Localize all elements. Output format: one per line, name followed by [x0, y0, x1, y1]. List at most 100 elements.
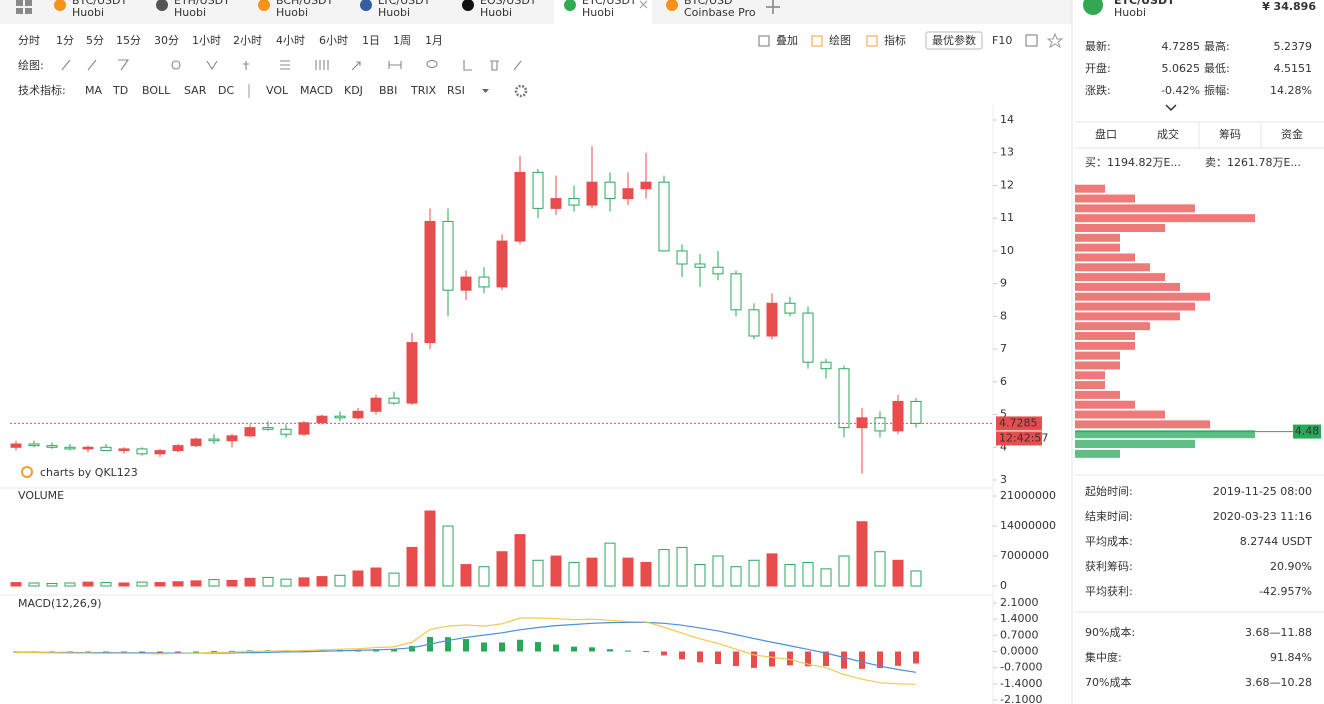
summary-label: 集中度:: [1085, 650, 1122, 664]
add-tab[interactable]: [766, 0, 780, 14]
macd-histogram: [661, 651, 667, 656]
volume-bar: [658, 549, 670, 587]
indicator-button[interactable]: SAR: [184, 84, 207, 97]
volume-bar: [820, 568, 832, 587]
indicator-button[interactable]: BOLL: [142, 84, 171, 97]
panel-tab[interactable]: 资金: [1281, 127, 1303, 141]
macd-histogram: [841, 651, 847, 669]
tab-pair[interactable]: EOS/USDT: [480, 0, 537, 7]
period-button[interactable]: 1月: [425, 34, 443, 47]
tab-exchange[interactable]: Huobi: [174, 6, 206, 19]
header-price: ¥ 34.896: [1262, 0, 1316, 13]
chip-bar: [1075, 253, 1135, 262]
period-button[interactable]: 2小时: [233, 34, 262, 47]
period-button[interactable]: 1小时: [192, 34, 221, 47]
y-tick-label: -0.7000: [1000, 661, 1042, 674]
tab-exchange[interactable]: Coinbase Pro: [684, 6, 756, 19]
tab-pair[interactable]: BTC/USD: [684, 0, 733, 7]
y-tick-label: 3: [1000, 473, 1007, 486]
tab-pair[interactable]: BTC/USDT: [72, 0, 128, 7]
indicator-button[interactable]: VOL: [266, 84, 289, 97]
y-tick-label: 5: [1000, 408, 1007, 421]
period-button[interactable]: 1周: [393, 34, 411, 47]
indicator-button[interactable]: TD: [112, 84, 128, 97]
period-button[interactable]: 6小时: [319, 34, 348, 47]
expand-chevron[interactable]: [1165, 104, 1177, 112]
settings-gear[interactable]: [514, 84, 528, 98]
indicator-button[interactable]: MACD: [300, 84, 333, 97]
panel-tab[interactable]: 成交: [1157, 127, 1179, 141]
period-button[interactable]: 4小时: [276, 34, 305, 47]
period-button[interactable]: 分时: [18, 34, 40, 47]
sell-volume: 卖：1261.78万E...: [1205, 156, 1301, 169]
more-arrow[interactable]: [482, 89, 489, 93]
tab-pair[interactable]: LTC/USDT: [378, 0, 431, 7]
macd-histogram: [571, 646, 577, 652]
panel-tab[interactable]: 筹码: [1219, 127, 1241, 141]
tab-pair[interactable]: BCH/USDT: [276, 0, 334, 7]
panel-tab[interactable]: 盘口: [1095, 127, 1117, 141]
active-panel-tab[interactable]: [1198, 121, 1262, 149]
volume-bar: [172, 581, 184, 587]
tab-exchange[interactable]: Huobi: [582, 6, 614, 19]
best-params-box[interactable]: [925, 31, 983, 50]
countdown-label: 12:42:57: [999, 431, 1048, 444]
fullscreen-icon[interactable]: [1025, 34, 1038, 47]
volume-bar: [10, 582, 22, 587]
indicator-button[interactable]: KDJ: [344, 84, 363, 97]
indicator-button[interactable]: MA: [85, 84, 102, 97]
volume-bar: [46, 582, 58, 587]
volume-bar: [118, 582, 130, 587]
stat-value: 4.7285: [1162, 40, 1201, 53]
candle-body: [712, 266, 724, 275]
f10-button[interactable]: F10: [992, 34, 1012, 47]
period-button[interactable]: 1日: [362, 34, 380, 47]
candle-body: [64, 446, 76, 450]
candle-body: [856, 417, 868, 429]
stat-label: 最低:: [1204, 62, 1230, 75]
volume-bar: [460, 564, 472, 587]
period-button[interactable]: 5分: [86, 34, 104, 47]
period-button[interactable]: 1分: [56, 34, 74, 47]
period-button[interactable]: 30分: [154, 34, 179, 47]
draw-tools[interactable]: [61, 59, 522, 71]
y-tick-label: 9: [1000, 277, 1007, 290]
stat-value: 5.0625: [1162, 62, 1201, 75]
tab-exchange[interactable]: Huobi: [72, 6, 104, 19]
close-tab[interactable]: [639, 0, 648, 9]
tab-pair[interactable]: ETC/USDT: [582, 0, 637, 7]
indicator-button[interactable]: RSI: [447, 84, 465, 97]
summary-value: 2020-03-23 11:16: [1213, 510, 1312, 523]
tool-button[interactable]: 叠加: [776, 34, 798, 47]
volume-bar: [874, 551, 886, 587]
tab-exchange[interactable]: Huobi: [378, 6, 410, 19]
indicator-button[interactable]: DC: [218, 84, 234, 97]
indicator-button[interactable]: TRIX: [410, 84, 437, 97]
period-button[interactable]: 15分: [116, 34, 141, 47]
grid-icon[interactable]: [16, 0, 32, 14]
y-tick-label: 0.7000: [1000, 628, 1039, 641]
tool-button[interactable]: 指标: [884, 33, 906, 47]
macd-histogram: [895, 651, 901, 666]
macd-histogram: [679, 651, 685, 660]
chip-price-label: 4.48: [1295, 425, 1320, 438]
candle-body: [154, 450, 166, 455]
chip-bar: [1075, 361, 1120, 370]
indicator-button[interactable]: BBI: [379, 84, 397, 97]
candle-body: [784, 302, 796, 314]
candle-body: [262, 427, 274, 430]
chip-bar: [1075, 243, 1120, 252]
y-tick-label: 7: [1000, 342, 1007, 355]
tab-exchange[interactable]: Huobi: [480, 6, 512, 19]
macd-histogram: [787, 651, 793, 666]
tool-button[interactable]: 绘图: [829, 33, 851, 47]
volume-bar: [910, 570, 922, 587]
candle-body: [208, 438, 220, 442]
favorite-icon[interactable]: [1046, 32, 1064, 49]
best-params-button[interactable]: 最优参数: [932, 33, 976, 47]
tab-pair[interactable]: ETH/USDT: [174, 0, 230, 7]
y-tick-label: 6: [1000, 375, 1007, 388]
volume-bar: [226, 579, 238, 587]
tab-exchange[interactable]: Huobi: [276, 6, 308, 19]
buy-volume: 买：1194.82万E...: [1085, 156, 1181, 169]
